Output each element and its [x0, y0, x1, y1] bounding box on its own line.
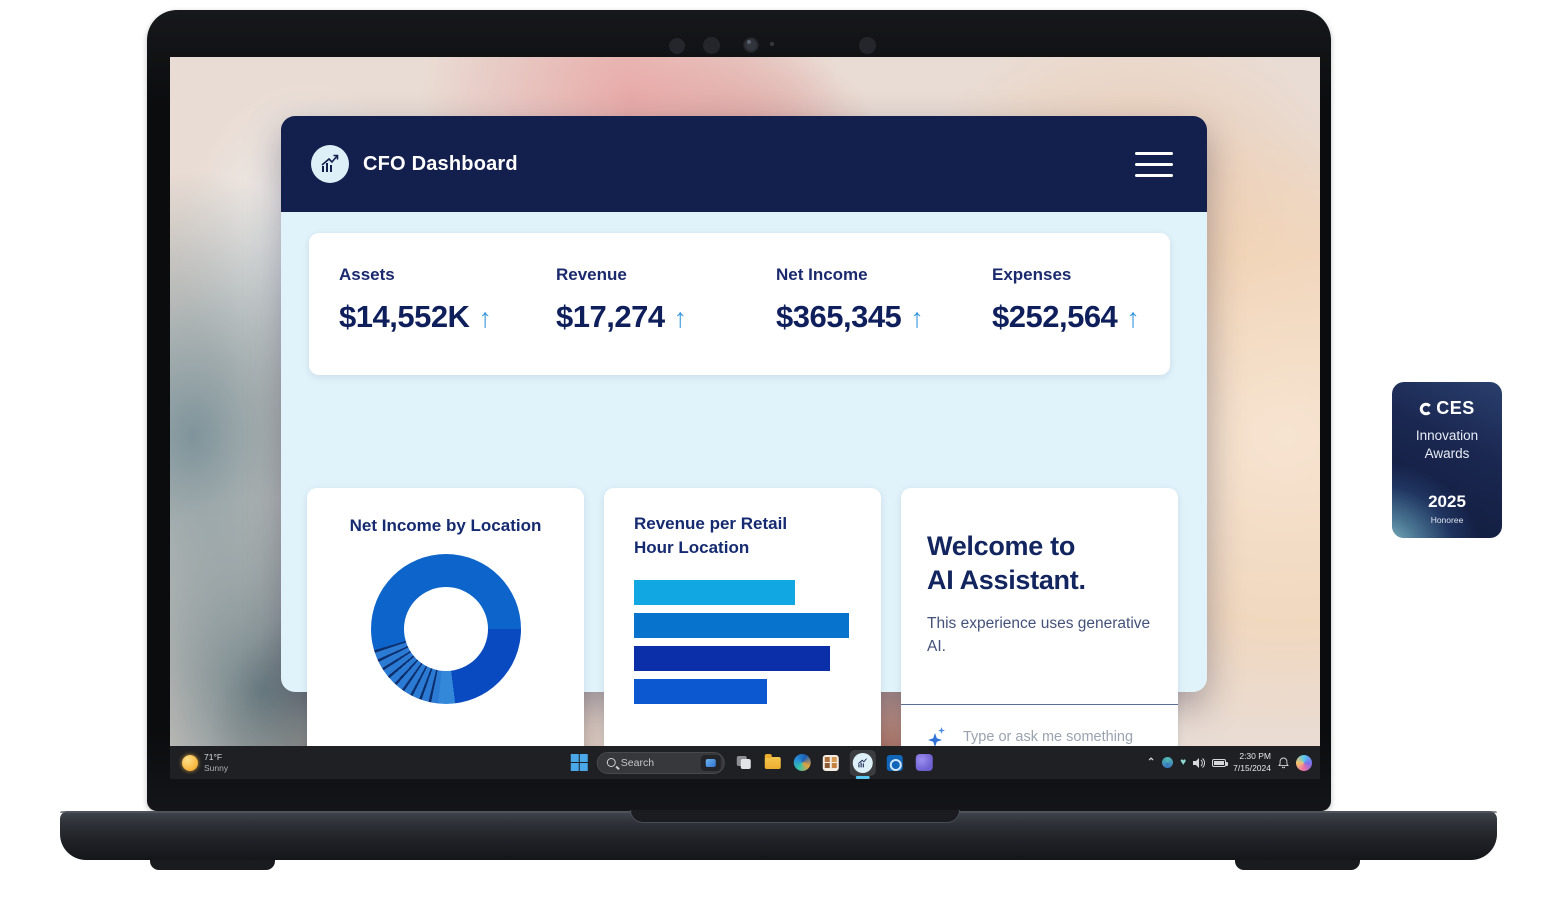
weather-condition: Sunny [204, 762, 229, 773]
laptop-lid: CFO Dashboard Assets $14,552K ↑ [147, 10, 1331, 811]
revenue-per-retail-hour-card: Revenue per Retail Hour Location [604, 488, 881, 769]
notification-bell-icon[interactable] [1278, 757, 1289, 769]
assistant-input[interactable] [963, 729, 1160, 745]
edge-browser-button[interactable] [792, 753, 812, 773]
bar-segment [634, 645, 830, 671]
net-income-by-location-card: Net Income by Location [307, 488, 584, 769]
chart-growth-icon [321, 154, 339, 172]
ces-brand-text: CES [1436, 398, 1475, 418]
lid-lift-notch [630, 810, 960, 823]
tray-time: 2:30 PM [1239, 751, 1271, 762]
tray-date: 7/15/2024 [1233, 762, 1271, 773]
window-title: CFO Dashboard [363, 152, 518, 175]
battery-icon[interactable] [1212, 758, 1229, 767]
teams-icon [915, 754, 933, 771]
bar-segment [634, 612, 849, 638]
file-explorer-button[interactable] [763, 753, 783, 773]
store-icon [822, 754, 839, 771]
ir-sensor-icon [669, 38, 685, 54]
weather-temp: 71°F [204, 751, 223, 762]
show-hidden-icons-button[interactable]: ⌃ [1146, 757, 1156, 768]
trend-up-icon: ↑ [910, 303, 924, 333]
start-button[interactable] [570, 754, 588, 771]
window-header: CFO Dashboard [281, 116, 1207, 212]
laptop-base [60, 810, 1497, 860]
cfo-dashboard-taskbar-button[interactable] [849, 749, 876, 779]
tray-app-icon[interactable] [1162, 757, 1174, 768]
search-icon [606, 758, 616, 767]
stat-value: $14,552K [339, 299, 470, 334]
widgets-icon[interactable]: ♥ [1180, 757, 1187, 768]
stat-value: $17,274 [556, 299, 665, 334]
divider [901, 704, 1178, 705]
search-input[interactable]: Search [596, 751, 725, 774]
donut-chart [370, 553, 521, 704]
mic-dot-icon [770, 42, 774, 46]
search-placeholder: Search [620, 756, 655, 769]
bar-chart [634, 579, 849, 704]
stat-assets: Assets $14,552K ↑ [339, 265, 556, 375]
badge-year: 2025 [1428, 492, 1466, 511]
badge-line: Innovation [1415, 428, 1479, 443]
weather-widget[interactable]: 71°F Sunny [182, 746, 228, 779]
bar-segment [634, 579, 796, 605]
browser-icon [793, 754, 811, 771]
badge-line: Awards [1424, 446, 1470, 462]
trend-up-icon: ↑ [1126, 303, 1140, 333]
webcam-icon [743, 37, 759, 53]
stat-label: Net Income [776, 265, 868, 284]
assistant-description: This experience uses generative AI. [927, 614, 1151, 655]
stat-value: $252,564 [992, 299, 1118, 334]
ces-logo-icon [1420, 402, 1433, 415]
window-body: Assets $14,552K ↑ Revenue $17,274 ↑ [281, 212, 1207, 769]
app-logo [311, 145, 349, 183]
folder-icon [764, 753, 781, 769]
teams-button[interactable] [914, 753, 934, 773]
taskbar: 71°F Sunny Search [170, 746, 1320, 779]
ai-sparkle-icon [928, 727, 945, 747]
copilot-icon[interactable] [1296, 754, 1312, 771]
stat-net-income: Net Income $365,345 ↑ [776, 265, 992, 375]
store-app-button[interactable] [821, 753, 841, 773]
kpi-summary-card: Assets $14,552K ↑ Revenue $17,274 ↑ [309, 233, 1170, 375]
stat-label: Revenue [556, 265, 627, 284]
donut-hole [403, 586, 488, 671]
stat-revenue: Revenue $17,274 ↑ [556, 265, 776, 375]
stat-value: $365,345 [776, 299, 902, 334]
sun-icon [182, 754, 198, 771]
laptop-screen: CFO Dashboard Assets $14,552K ↑ [170, 57, 1320, 779]
stat-label: Assets [339, 265, 395, 284]
volume-icon[interactable] [1193, 757, 1206, 768]
trend-up-icon: ↑ [478, 303, 492, 333]
clock[interactable]: 2:30 PM 7/15/2024 [1233, 751, 1271, 773]
ces-innovation-award-badge: CES Innovation Awards 2025 Honoree [1392, 382, 1502, 538]
task-view-button[interactable] [734, 753, 754, 773]
bar-segment [634, 678, 768, 704]
hamburger-menu-button[interactable] [1131, 148, 1177, 181]
badge-honoree: Honoree [1430, 515, 1464, 525]
stat-expenses: Expenses $252,564 ↑ [992, 265, 1170, 375]
sensor-icon [859, 37, 876, 54]
outlook-button[interactable] [885, 753, 905, 773]
trend-up-icon: ↑ [673, 303, 688, 333]
assistant-title: Welcome to AI Assistant. [927, 531, 1086, 595]
ai-assistant-card: Welcome to AI Assistant. This experience… [901, 488, 1178, 769]
chart-growth-icon [858, 757, 867, 767]
card-title: Net Income by Location [349, 516, 542, 535]
stat-label: Expenses [992, 265, 1072, 284]
cfo-dashboard-window: CFO Dashboard Assets $14,552K ↑ [281, 116, 1207, 769]
search-highlights-icon [700, 754, 721, 771]
outlook-icon [886, 754, 903, 771]
card-title: Revenue per Retail Hour Location [634, 514, 788, 557]
ir-sensor-icon [703, 37, 720, 54]
